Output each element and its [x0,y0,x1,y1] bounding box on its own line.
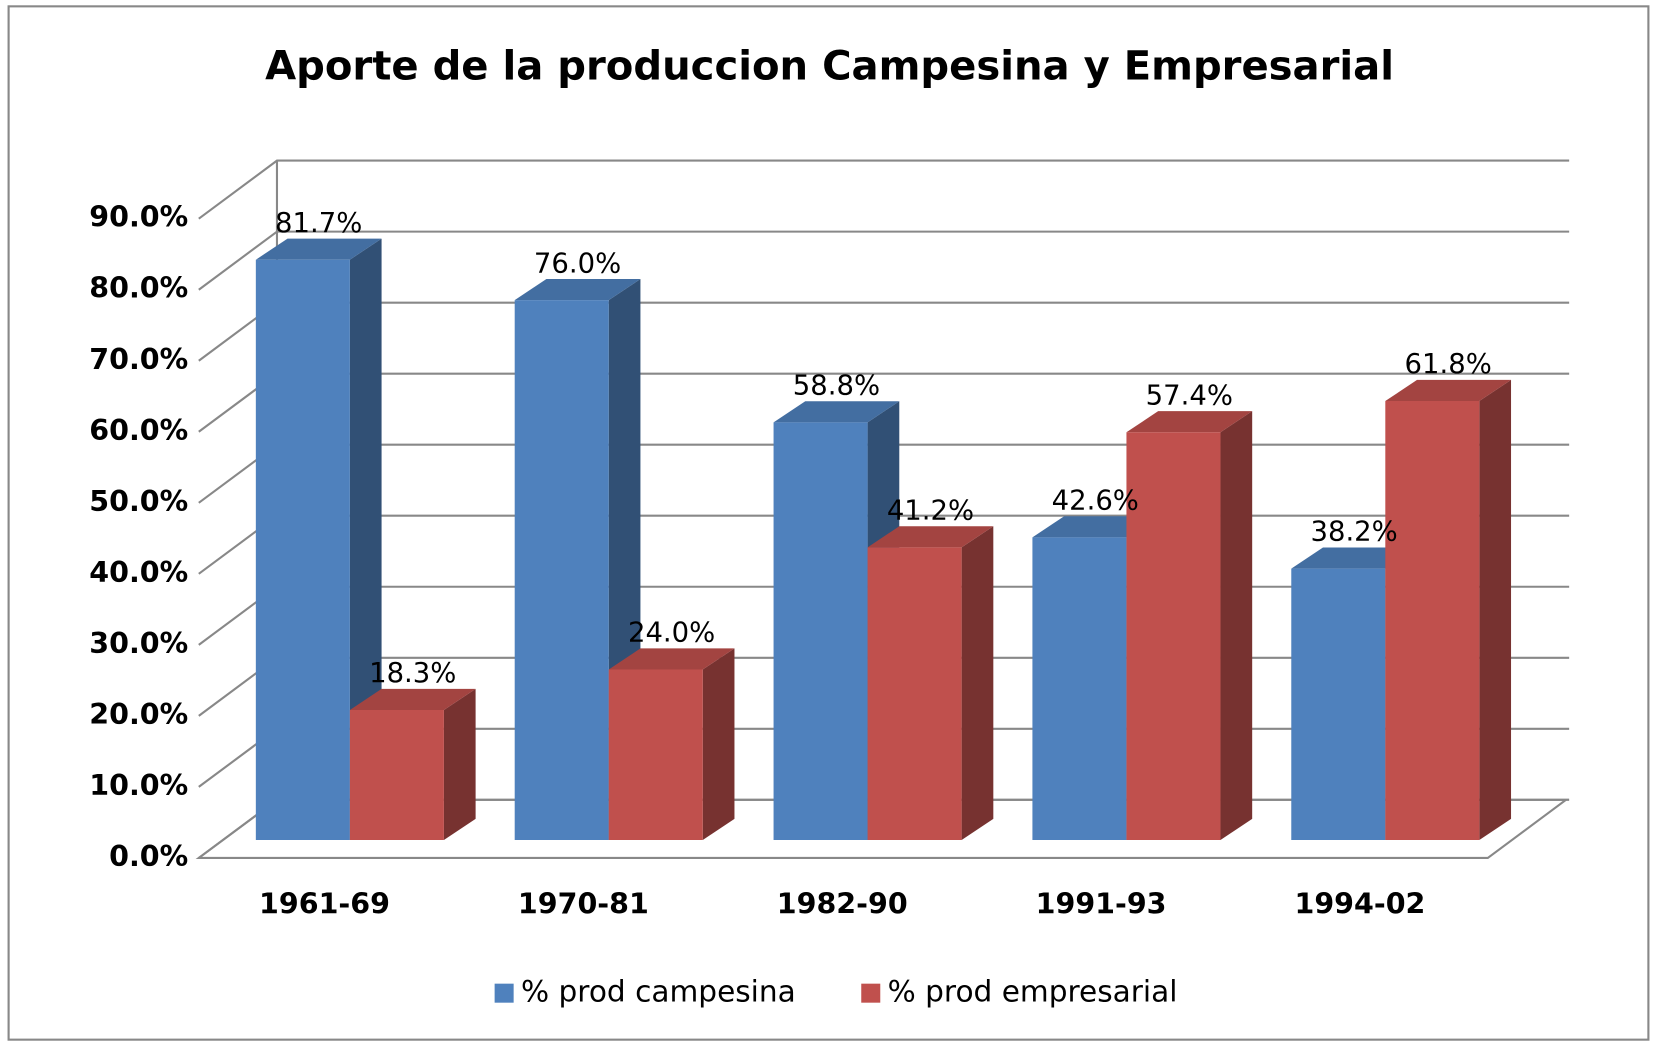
y-tick-label: 30.0% [89,627,188,660]
bar [608,648,735,840]
bar-side [702,648,735,840]
y-tick-label: 0.0% [109,840,188,873]
legend-swatch [861,983,881,1003]
bar-side [349,238,382,840]
bar-front [1126,432,1221,840]
bar-front [349,709,444,840]
bar-front [1032,537,1127,840]
bar-front [255,259,350,840]
x-tick-label: 1982-90 [777,887,908,920]
value-label: 42.6% [1052,485,1139,516]
grid-line [198,230,1570,291]
chart-title: Aporte de la produccion Campesina y Empr… [265,44,1394,90]
y-tick-label: 10.0% [89,769,188,802]
y-tick-label: 80.0% [89,272,188,305]
bar-front [514,300,609,840]
bar-top [608,648,735,670]
bar [349,688,476,840]
legend-label: % prod empresarial [888,975,1178,1009]
x-tick-label: 1991-93 [1036,887,1167,920]
y-tick-label: 90.0% [89,201,188,234]
bar-front [608,669,703,840]
x-tick-label: 1994-02 [1295,887,1426,920]
y-tick-label: 40.0% [89,556,188,589]
bar-side [443,688,476,840]
bar [867,526,994,840]
bar-side [1220,411,1253,840]
value-label: 57.4% [1146,380,1233,411]
value-label: 24.0% [628,618,715,649]
bar-front [1291,568,1386,840]
bar-side [1479,379,1512,840]
legend-swatch [494,983,514,1003]
value-label: 81.7% [275,208,362,239]
bar [255,238,382,840]
bar-front [773,422,868,840]
y-tick-label: 70.0% [89,343,188,376]
legend-label: % prod campesina [521,975,796,1009]
value-label: 41.2% [887,495,974,526]
bar-top [255,238,382,260]
bar [1126,411,1253,840]
bar-front [1385,401,1480,840]
grid-line [198,159,1570,220]
value-label: 58.8% [793,370,880,401]
y-tick-label: 20.0% [89,698,188,731]
bar [1385,379,1512,840]
value-label: 76.0% [534,248,621,279]
bar-top [1126,411,1253,433]
value-label: 61.8% [1405,349,1492,380]
bar-top [1385,379,1512,402]
bar-front [867,547,962,840]
bar-top [349,688,476,710]
bar-top [514,279,641,301]
value-label: 18.3% [369,658,456,689]
bar-top [867,526,994,548]
x-tick-label: 1961-69 [259,887,390,920]
y-tick-label: 50.0% [89,485,188,518]
x-tick-label: 1970-81 [518,887,649,920]
bar-top [773,401,900,423]
value-label: 38.2% [1311,517,1398,548]
y-tick-label: 60.0% [89,414,188,447]
bar-side [961,526,994,840]
